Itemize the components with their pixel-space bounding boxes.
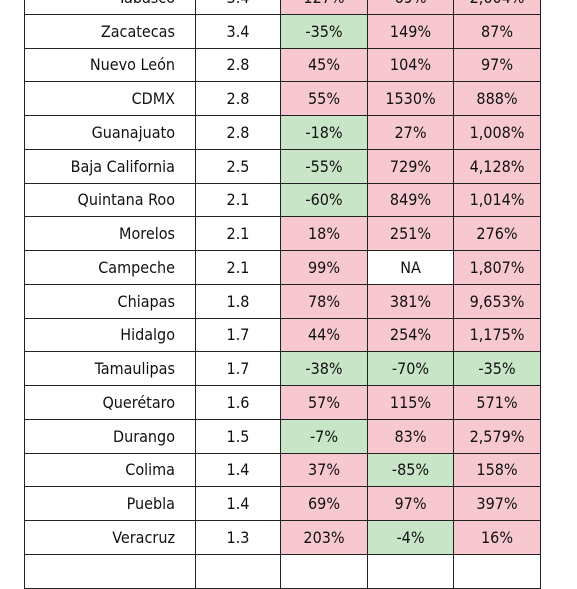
value-cell: 1.7: [195, 351, 281, 386]
value-cell: 127%: [280, 0, 368, 15]
value-cell: 2.8: [195, 115, 281, 150]
value-cell: 1.5: [195, 418, 281, 454]
value-cell: 251%: [367, 216, 454, 251]
value-cell: 2.1: [195, 250, 281, 285]
value-cell: 97%: [367, 486, 454, 521]
value-cell: 1530%: [367, 81, 454, 116]
value-cell: 1.6: [195, 385, 281, 420]
value-cell: 149%: [367, 13, 454, 49]
value-cell: 1,807%: [453, 250, 541, 285]
value-cell: 2.5: [195, 148, 281, 184]
state-cell: Chiapas: [24, 283, 196, 319]
state-cell: Puebla: [24, 486, 196, 521]
state-cell: Durango: [24, 418, 196, 454]
value-cell: -35%: [280, 13, 368, 49]
table: Tabasco3.4127%69%2,604%Zacatecas3.4-35%1…: [24, 0, 541, 589]
value-cell: 2.1: [195, 216, 281, 251]
state-cell: Veracruz: [24, 520, 196, 555]
value-cell: 37%: [280, 452, 368, 488]
cut-cell: [367, 553, 454, 589]
value-cell: 381%: [367, 283, 454, 319]
value-cell: 16%: [453, 520, 541, 555]
value-cell: 2.1: [195, 182, 281, 218]
value-cell: 69%: [280, 486, 368, 521]
value-cell: -7%: [280, 418, 368, 454]
value-cell: 78%: [280, 283, 368, 319]
value-cell: 115%: [367, 385, 454, 420]
value-cell: 44%: [280, 317, 368, 353]
value-cell: 83%: [367, 418, 454, 454]
value-cell: 2.8: [195, 47, 281, 83]
state-cell: Tamaulipas: [24, 351, 196, 386]
state-cell: Guanajuato: [24, 115, 196, 150]
state-cell: Quintana Roo: [24, 182, 196, 218]
value-cell: 27%: [367, 115, 454, 150]
cut-cell: [280, 553, 368, 589]
value-cell: 69%: [367, 0, 454, 15]
value-cell: -55%: [280, 148, 368, 184]
value-cell: 55%: [280, 81, 368, 116]
value-cell: 1.7: [195, 317, 281, 353]
value-cell: 3.4: [195, 0, 281, 15]
value-cell: 729%: [367, 148, 454, 184]
value-cell: 99%: [280, 250, 368, 285]
state-cell: Hidalgo: [24, 317, 196, 353]
page: Tabasco3.4127%69%2,604%Zacatecas3.4-35%1…: [24, 0, 541, 589]
value-cell: 2,604%: [453, 0, 541, 15]
value-cell: 203%: [280, 520, 368, 555]
value-cell: -35%: [453, 351, 541, 386]
value-cell: 888%: [453, 81, 541, 116]
value-cell: 104%: [367, 47, 454, 83]
value-cell: 1.4: [195, 486, 281, 521]
state-cell: Tabasco: [24, 0, 196, 15]
value-cell: 1,008%: [453, 115, 541, 150]
value-cell: 254%: [367, 317, 454, 353]
value-cell: 1.4: [195, 452, 281, 488]
value-cell: 3.4: [195, 13, 281, 49]
state-cell: Campeche: [24, 250, 196, 285]
value-cell: 1.8: [195, 283, 281, 319]
value-cell: -38%: [280, 351, 368, 386]
value-cell: 1,014%: [453, 182, 541, 218]
state-cell: Nuevo León: [24, 47, 196, 83]
value-cell: NA: [367, 250, 454, 285]
value-cell: 158%: [453, 452, 541, 488]
value-cell: -4%: [367, 520, 454, 555]
value-cell: -70%: [367, 351, 454, 386]
value-cell: 57%: [280, 385, 368, 420]
value-cell: 2.8: [195, 81, 281, 116]
value-cell: 45%: [280, 47, 368, 83]
state-cell: Baja California: [24, 148, 196, 184]
state-cell: Zacatecas: [24, 13, 196, 49]
value-cell: 18%: [280, 216, 368, 251]
cut-cell: [195, 553, 281, 589]
value-cell: 87%: [453, 13, 541, 49]
value-cell: 397%: [453, 486, 541, 521]
value-cell: 97%: [453, 47, 541, 83]
value-cell: -18%: [280, 115, 368, 150]
state-cell: Colima: [24, 452, 196, 488]
value-cell: 9,653%: [453, 283, 541, 319]
state-cell: Querétaro: [24, 385, 196, 420]
state-cell: Morelos: [24, 216, 196, 251]
value-cell: 571%: [453, 385, 541, 420]
cut-cell: [453, 553, 541, 589]
value-cell: -60%: [280, 182, 368, 218]
value-cell: 4,128%: [453, 148, 541, 184]
value-cell: 849%: [367, 182, 454, 218]
value-cell: 1.3: [195, 520, 281, 555]
value-cell: 1,175%: [453, 317, 541, 353]
state-cell: CDMX: [24, 81, 196, 116]
cut-cell: [24, 553, 196, 589]
value-cell: -85%: [367, 452, 454, 488]
value-cell: 276%: [453, 216, 541, 251]
value-cell: 2,579%: [453, 418, 541, 454]
